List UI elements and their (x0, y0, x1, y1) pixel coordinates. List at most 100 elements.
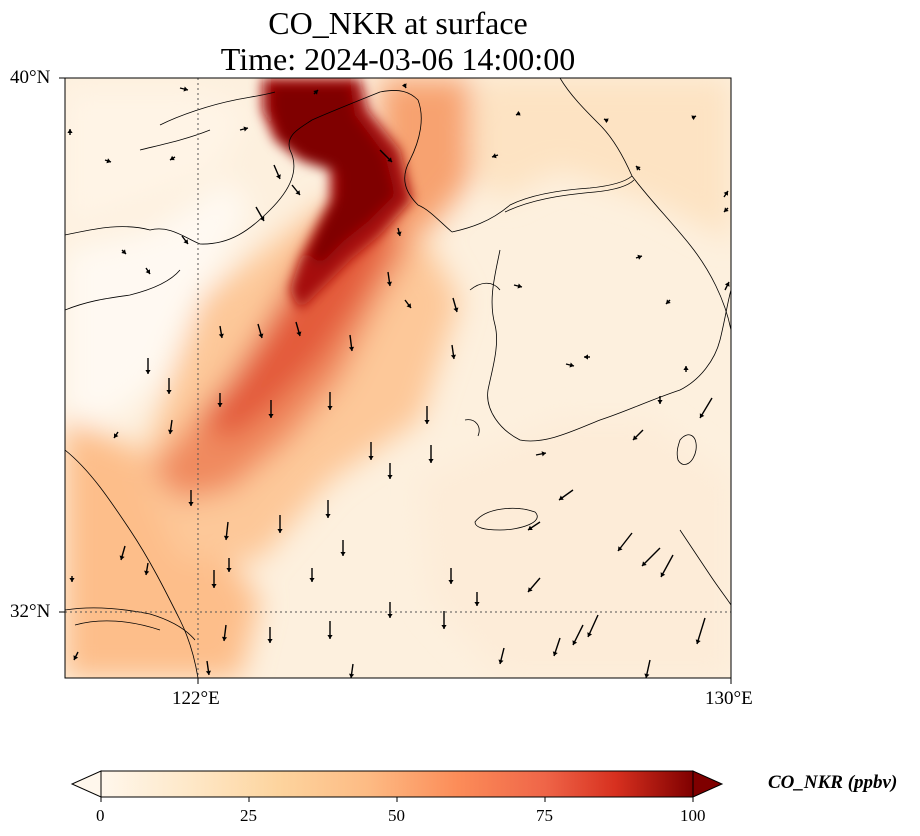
wind-arrow-head (584, 354, 588, 360)
colorbar-tick-label: 0 (96, 806, 105, 825)
wind-arrow-head (428, 459, 434, 463)
colorbar (70, 770, 724, 802)
wind-arrow-head (327, 635, 333, 639)
wind-arrow-head (221, 636, 228, 641)
wind-arrow-head (218, 333, 224, 338)
wind-arrow-head (448, 580, 454, 584)
concentration-field (65, 78, 731, 678)
wind-arrow-head (73, 655, 79, 660)
wind-arrow-head (167, 429, 174, 434)
wind-arrow-head (636, 166, 641, 171)
wind-arrow-head (114, 433, 119, 438)
map-frame (64, 77, 732, 679)
colorbar-tick-label: 75 (536, 806, 553, 825)
wind-arrow-head (170, 155, 175, 161)
wind-arrow-head (660, 572, 666, 577)
colorbar-tick-label: 100 (680, 806, 706, 825)
wind-arrow-head (309, 578, 315, 582)
wind-arrow-head (724, 207, 729, 212)
wind-arrow-head (217, 403, 223, 407)
wind-arrow-head (325, 514, 331, 518)
colorbar-ticks (100, 797, 694, 802)
wind-arrow-head (119, 555, 125, 560)
wind-arrow-head (517, 283, 522, 289)
wind-arrow-head (552, 651, 558, 656)
wind-arrow-head (166, 390, 172, 394)
wind-arrow-head (559, 495, 564, 500)
wind-arrow-head (313, 90, 318, 95)
wind-arrow-head (368, 456, 374, 460)
wind-arrow-head (268, 414, 274, 418)
wind-arrow-head (633, 435, 638, 440)
wind-arrow-head (569, 362, 574, 368)
map-title-line1: CO_NKR at surface (268, 5, 528, 41)
wind-arrow-head (516, 110, 521, 116)
wind-arrow-head (243, 126, 248, 132)
wind-arrow-head (657, 400, 663, 404)
wind-arrow-head (691, 115, 696, 121)
wind-arrow-head (183, 239, 188, 244)
wind-arrow-head (69, 578, 75, 582)
wind-arrow (660, 554, 674, 578)
wind-arrow-head (683, 366, 689, 370)
colorbar-title: CO_NKR (ppbv) (768, 772, 898, 793)
lat-label-40n: 40°N (10, 67, 51, 88)
wind-arrow-head (424, 420, 430, 424)
map-title-line2: Time: 2024-03-06 14:00:00 (220, 41, 576, 77)
wind-vectors (67, 83, 730, 678)
colorbar-tick-label: 25 (240, 806, 257, 825)
wind-arrow-head (258, 333, 264, 338)
wind-arrow-head (406, 303, 411, 308)
wind-arrow-head (387, 475, 393, 479)
wind-arrow-head (106, 158, 111, 164)
wind-arrow-head (441, 625, 447, 629)
wind-arrow-head (340, 552, 346, 556)
wind-arrow-head (637, 254, 642, 260)
axis-ticks (59, 77, 732, 684)
wind-arrow-head (188, 502, 194, 506)
wind-arrow-head (474, 602, 480, 606)
lon-label-122e: 122°E (172, 688, 220, 709)
wind-arrow-head (644, 673, 650, 678)
wind-arrow-head (226, 568, 232, 572)
lon-label-130e: 130°E (705, 688, 753, 709)
wind-arrow-head (642, 561, 647, 566)
wind-arrow-head (387, 157, 392, 162)
wind-arrow-head (528, 525, 533, 530)
wind-arrow-head (277, 529, 283, 533)
wind-arrow-head (492, 153, 497, 159)
wind-arrow-head (587, 632, 593, 637)
wind-arrow-head (724, 282, 730, 287)
wind-arrow (696, 617, 706, 645)
wind-arrow-head (723, 191, 728, 196)
wind-arrow-head (327, 406, 333, 410)
wind-arrow-head (528, 587, 533, 592)
wind-arrow-head (145, 370, 151, 374)
colorbar-tick-label: 50 (388, 806, 405, 825)
wind-arrow-head (604, 118, 609, 124)
wind-arrow-head (144, 570, 150, 575)
wind-arrow-head (450, 354, 457, 359)
wind-arrow-head (348, 673, 355, 678)
wind-arrow-head (695, 639, 701, 644)
wind-arrow-head (666, 299, 671, 304)
wind-arrow-head (267, 639, 273, 643)
gridlines (65, 78, 731, 678)
wind-arrow-head (276, 174, 281, 179)
wind-arrow-head (223, 535, 230, 540)
wind-arrow-head (259, 216, 265, 221)
wind-arrow-head (386, 281, 393, 286)
wind-arrow-head (387, 614, 393, 618)
coastlines (65, 78, 731, 678)
wind-arrow-head (541, 451, 546, 457)
wind-arrow-head (396, 231, 402, 236)
wind-arrow-head (401, 83, 407, 88)
lat-label-32n: 32°N (10, 601, 51, 622)
wind-arrow-head (618, 546, 623, 551)
wind-arrow-head (121, 249, 126, 254)
wind-arrow-head (211, 584, 217, 588)
wind-arrow-head (205, 670, 212, 675)
wind-arrow-head (699, 413, 705, 418)
wind-arrow (587, 614, 599, 638)
wind-arrow-head (67, 129, 73, 133)
